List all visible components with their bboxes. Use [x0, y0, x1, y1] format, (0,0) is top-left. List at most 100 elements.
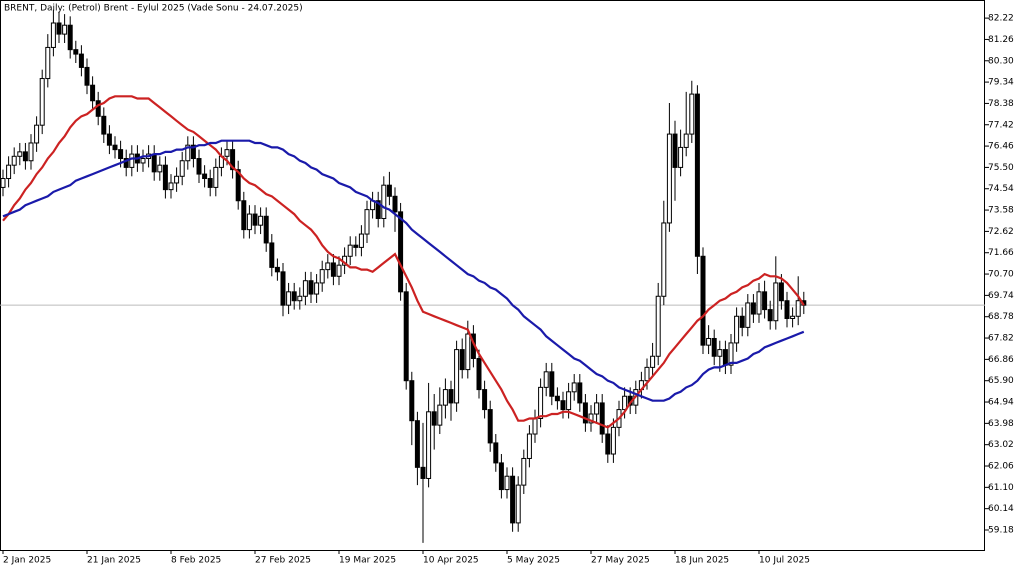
candle-body — [297, 295, 303, 302]
candle-body — [739, 315, 745, 328]
candle-body — [678, 146, 684, 168]
candle-body — [246, 213, 252, 231]
candle-body — [683, 133, 689, 148]
candle-body — [62, 24, 68, 35]
y-tick-label: 72.62 — [988, 227, 1014, 237]
candle-body — [392, 195, 398, 213]
candle-body — [599, 402, 605, 435]
candle-body — [762, 291, 768, 311]
y-tick-label: 71.66 — [988, 248, 1014, 258]
y-tick-label: 79.34 — [988, 78, 1014, 88]
y-tick-label: 76.46 — [988, 142, 1014, 152]
y-tick-label: 77.42 — [988, 120, 1014, 130]
y-tick-label: 70.70 — [988, 270, 1014, 280]
candle-body — [112, 144, 118, 151]
candle-body — [644, 366, 650, 382]
candle-body — [454, 349, 460, 404]
candle-body — [784, 300, 790, 319]
y-tick-label: 59.18 — [988, 526, 1014, 536]
candle-body — [661, 222, 667, 297]
candle-body — [269, 242, 275, 268]
candle-body — [482, 389, 488, 411]
candle-body — [773, 282, 779, 322]
candle-body — [554, 395, 560, 402]
y-tick-label: 78.38 — [988, 99, 1014, 109]
candle-body — [622, 395, 628, 411]
x-tick-label: 2 Jan 2025 — [3, 556, 51, 566]
candle-body — [330, 262, 336, 277]
candle-body — [498, 462, 504, 491]
candle-body — [437, 404, 443, 426]
candle-body — [672, 133, 678, 168]
candle-body — [767, 309, 773, 322]
candle-body — [426, 411, 432, 479]
candle-body — [588, 413, 594, 424]
x-tick-label: 21 Jan 2025 — [87, 556, 141, 566]
candle-body — [666, 133, 672, 224]
candle-body — [414, 420, 420, 468]
candle-body — [22, 151, 28, 162]
candle-body — [756, 291, 762, 315]
candle-body — [168, 182, 174, 191]
candle-body — [17, 151, 23, 157]
candle-body — [258, 215, 264, 226]
candle-body — [364, 209, 370, 235]
candle-body — [560, 400, 566, 411]
candle-body — [325, 262, 331, 271]
candle-body — [431, 411, 437, 426]
y-tick-label: 68.78 — [988, 312, 1014, 322]
candle-body — [123, 158, 129, 168]
candle-body — [493, 442, 499, 464]
candle-body — [745, 302, 751, 328]
y-tick-label: 61.10 — [988, 483, 1014, 493]
y-tick-label: 66.86 — [988, 355, 1014, 365]
candle-body — [336, 264, 342, 277]
candle-body — [185, 144, 191, 162]
candle-body — [717, 349, 723, 357]
candle-body — [650, 355, 656, 368]
candle-body — [790, 315, 796, 319]
candle-body — [84, 66, 90, 86]
candle-body — [302, 280, 308, 297]
y-tick-label: 80.30 — [988, 56, 1014, 66]
candle-body — [605, 433, 611, 455]
y-tick-label: 63.98 — [988, 419, 1014, 429]
candle-body — [577, 382, 583, 404]
candle-body — [213, 166, 219, 188]
x-tick-label: 27 May 2025 — [591, 556, 650, 566]
y-tick-label: 62.06 — [988, 462, 1014, 472]
plot-frame — [0, 0, 985, 551]
candle-body — [398, 211, 404, 293]
candle-body — [711, 337, 717, 357]
candle-body — [353, 244, 359, 248]
candle-body — [73, 49, 79, 55]
candle-body — [28, 142, 34, 162]
candle-body — [510, 475, 516, 524]
candle-body — [190, 144, 196, 160]
moving-average-line — [2, 95, 805, 429]
candle-body — [319, 269, 325, 284]
candle-body — [689, 93, 695, 135]
candle-body — [95, 100, 101, 117]
candle-body — [347, 244, 353, 257]
candle-body — [274, 266, 280, 273]
candle-body — [11, 155, 17, 166]
candle-body — [549, 371, 555, 397]
candle-body — [358, 233, 364, 248]
candle-body — [610, 426, 616, 455]
y-tick-label: 67.82 — [988, 334, 1014, 344]
candle-body — [381, 184, 387, 220]
candle-body — [409, 380, 415, 422]
y-tick-label: 65.90 — [988, 376, 1014, 386]
moving-average-line — [2, 139, 805, 402]
y-tick-label: 75.50 — [988, 163, 1014, 173]
candle-body — [487, 409, 493, 444]
candle-body — [6, 164, 12, 180]
y-tick-label: 81.26 — [988, 35, 1014, 45]
candle-body — [538, 386, 544, 419]
candle-body — [286, 291, 292, 306]
candle-body — [106, 133, 112, 146]
candle-body — [722, 349, 728, 366]
